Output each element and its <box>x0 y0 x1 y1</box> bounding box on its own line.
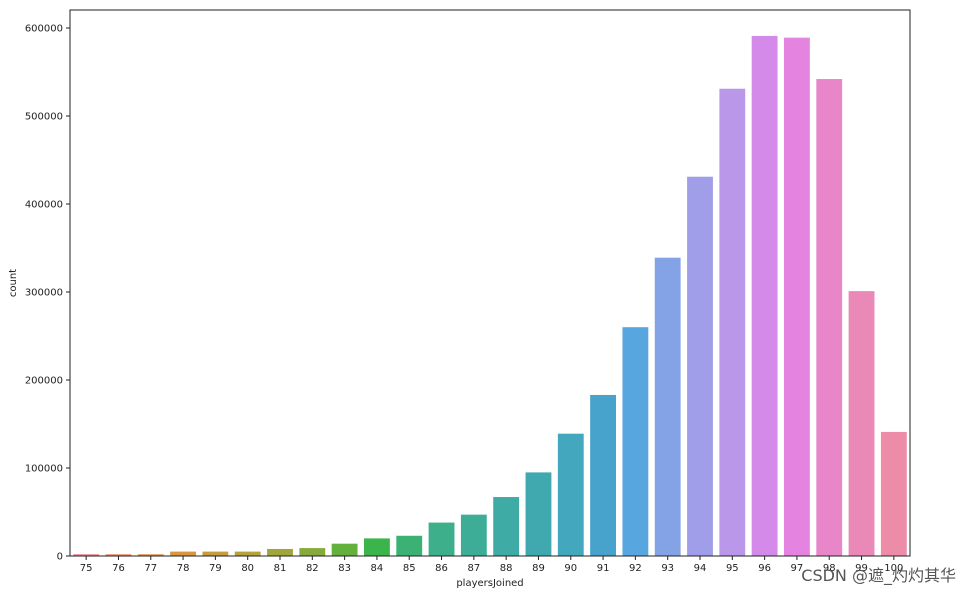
bar-100 <box>880 431 907 556</box>
bar-96 <box>751 35 778 557</box>
x-tick-label: 86 <box>435 563 448 574</box>
bar-95 <box>719 88 746 556</box>
y-tick-label: 600000 <box>25 24 63 35</box>
bar-75 <box>73 554 100 556</box>
bar-76 <box>105 554 132 556</box>
x-tick-label: 77 <box>144 563 157 574</box>
bar-89 <box>525 472 552 556</box>
bar-77 <box>137 554 164 556</box>
x-tick-label: 91 <box>597 563 610 574</box>
y-tick-label: 200000 <box>25 376 63 387</box>
bar-86 <box>428 522 455 556</box>
x-tick-label: 80 <box>241 563 254 574</box>
bar-91 <box>590 394 616 556</box>
x-tick-label: 82 <box>306 563 319 574</box>
bar-94 <box>687 176 713 556</box>
x-axis-label: playersJoined <box>456 578 523 589</box>
x-tick-label: 79 <box>209 563 222 574</box>
x-tick-label: 94 <box>694 563 707 574</box>
bar-83 <box>331 543 358 556</box>
bar-85 <box>396 535 423 556</box>
bar-87 <box>460 514 487 556</box>
x-tick-label: 95 <box>726 563 739 574</box>
y-tick-label: 300000 <box>25 288 63 299</box>
x-tick-label: 99 <box>855 563 868 574</box>
y-axis: 0 100000 200000 300000 400000 500000 600000 <box>25 24 70 563</box>
x-tick-label: 92 <box>629 563 642 574</box>
y-tick-label: 400000 <box>25 200 63 211</box>
bar-90 <box>557 433 584 556</box>
x-tick-label: 84 <box>371 563 384 574</box>
x-axis: 75 76 77 78 79 80 81 82 83 84 85 86 87 88 89 90 91 92 93 94… <box>80 556 903 574</box>
x-tick-label: 90 <box>564 563 577 574</box>
x-tick-label: 98 <box>823 563 836 574</box>
bar-81 <box>267 548 293 556</box>
y-tick-label: 0 <box>57 552 63 563</box>
x-tick-label: 96 <box>758 563 771 574</box>
bar-78 <box>170 551 196 556</box>
bar-97 <box>784 37 810 557</box>
bar-92 <box>622 327 649 556</box>
x-tick-label: 81 <box>274 563 287 574</box>
bars-group <box>73 35 907 557</box>
bar-82 <box>299 548 326 556</box>
x-tick-label: 97 <box>791 563 804 574</box>
x-tick-label: 93 <box>661 563 674 574</box>
x-tick-label: 76 <box>112 563 125 574</box>
x-tick-label: 100 <box>884 563 903 574</box>
bar-93 <box>654 257 681 556</box>
y-axis-label: count <box>8 269 19 297</box>
bar-79 <box>202 551 229 556</box>
watermark-text: CSDN @遮_灼灼其华 <box>801 566 956 586</box>
x-tick-label: 83 <box>338 563 351 574</box>
bar-88 <box>493 497 520 556</box>
plot-frame <box>69 9 911 557</box>
bar-84 <box>364 538 390 556</box>
bar-98 <box>816 79 843 556</box>
x-tick-label: 75 <box>80 563 93 574</box>
x-tick-label: 89 <box>532 563 545 574</box>
x-tick-label: 88 <box>500 563 513 574</box>
y-tick-label: 500000 <box>25 112 63 123</box>
x-tick-label: 85 <box>403 563 416 574</box>
x-tick-label: 87 <box>467 563 480 574</box>
bar-99 <box>848 291 875 556</box>
y-tick-label: 100000 <box>25 464 63 475</box>
x-tick-label: 78 <box>177 563 190 574</box>
bar-80 <box>234 551 261 556</box>
